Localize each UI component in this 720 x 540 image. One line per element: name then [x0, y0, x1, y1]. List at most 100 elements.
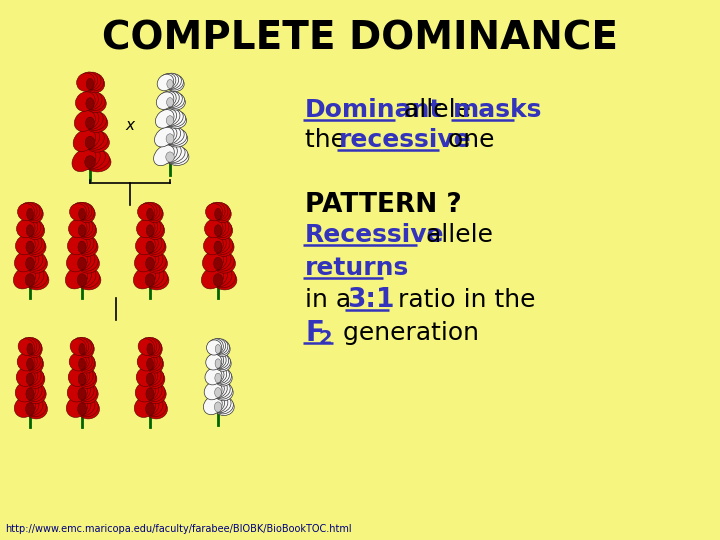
Ellipse shape [73, 395, 95, 416]
Ellipse shape [146, 225, 153, 237]
Ellipse shape [214, 221, 233, 240]
Ellipse shape [209, 381, 228, 398]
Ellipse shape [77, 399, 99, 419]
Ellipse shape [215, 225, 222, 237]
Ellipse shape [27, 358, 33, 370]
Ellipse shape [86, 117, 94, 129]
Ellipse shape [213, 204, 230, 221]
Ellipse shape [26, 339, 42, 356]
Ellipse shape [144, 235, 165, 254]
Ellipse shape [15, 235, 35, 255]
Ellipse shape [161, 91, 179, 107]
Ellipse shape [81, 110, 103, 130]
Ellipse shape [167, 79, 173, 89]
Ellipse shape [166, 93, 184, 109]
Ellipse shape [73, 234, 94, 253]
Ellipse shape [66, 267, 88, 289]
Ellipse shape [75, 202, 92, 220]
Text: PATTERN ?: PATTERN ? [305, 192, 462, 218]
Ellipse shape [23, 268, 48, 288]
Ellipse shape [135, 382, 156, 402]
Ellipse shape [143, 352, 161, 370]
Ellipse shape [215, 359, 221, 368]
Ellipse shape [17, 250, 39, 271]
Ellipse shape [145, 238, 166, 256]
Ellipse shape [166, 112, 186, 129]
Ellipse shape [214, 384, 233, 401]
Ellipse shape [202, 267, 224, 289]
Ellipse shape [208, 202, 225, 220]
Text: the: the [305, 128, 354, 152]
Ellipse shape [26, 258, 35, 269]
Ellipse shape [27, 373, 34, 385]
Text: in a: in a [305, 288, 359, 312]
Ellipse shape [25, 353, 42, 371]
Ellipse shape [138, 250, 159, 271]
Ellipse shape [22, 218, 41, 237]
Ellipse shape [78, 205, 95, 223]
Ellipse shape [18, 381, 38, 401]
Ellipse shape [205, 368, 222, 385]
Ellipse shape [27, 343, 33, 355]
Ellipse shape [205, 204, 222, 221]
Text: 3:1: 3:1 [347, 287, 395, 313]
Ellipse shape [163, 127, 184, 145]
Ellipse shape [140, 338, 157, 354]
Text: allele: allele [418, 223, 493, 247]
Ellipse shape [155, 127, 174, 147]
Ellipse shape [26, 355, 44, 373]
Ellipse shape [79, 148, 105, 169]
Ellipse shape [75, 352, 92, 370]
Ellipse shape [145, 399, 168, 419]
Ellipse shape [25, 384, 46, 403]
Ellipse shape [138, 204, 155, 221]
Ellipse shape [211, 395, 231, 413]
Text: 2: 2 [319, 329, 333, 348]
Ellipse shape [77, 219, 96, 238]
Ellipse shape [140, 202, 157, 220]
Ellipse shape [78, 370, 97, 388]
Ellipse shape [86, 94, 107, 112]
Ellipse shape [66, 396, 88, 417]
Ellipse shape [76, 268, 99, 288]
Ellipse shape [78, 241, 86, 253]
Ellipse shape [145, 368, 164, 386]
Ellipse shape [77, 254, 99, 273]
Ellipse shape [86, 75, 104, 93]
Ellipse shape [25, 204, 42, 221]
Ellipse shape [78, 373, 86, 385]
Ellipse shape [215, 373, 221, 383]
Ellipse shape [144, 382, 165, 402]
Ellipse shape [143, 202, 160, 220]
Ellipse shape [77, 110, 99, 130]
Ellipse shape [85, 156, 95, 168]
Ellipse shape [147, 208, 153, 220]
Ellipse shape [78, 403, 86, 415]
Ellipse shape [80, 129, 104, 149]
Ellipse shape [78, 208, 85, 220]
Ellipse shape [158, 144, 181, 163]
Ellipse shape [138, 339, 155, 355]
Ellipse shape [215, 340, 230, 355]
Ellipse shape [164, 147, 188, 164]
Ellipse shape [145, 270, 169, 290]
Ellipse shape [17, 219, 35, 238]
Ellipse shape [206, 234, 226, 253]
Ellipse shape [23, 202, 40, 220]
Ellipse shape [146, 340, 162, 358]
Ellipse shape [210, 367, 227, 383]
Ellipse shape [24, 368, 44, 386]
Ellipse shape [71, 218, 90, 237]
Ellipse shape [25, 274, 35, 286]
Ellipse shape [145, 274, 155, 286]
Ellipse shape [84, 131, 108, 150]
Ellipse shape [213, 254, 235, 273]
Ellipse shape [210, 234, 230, 253]
Ellipse shape [26, 241, 34, 253]
Ellipse shape [19, 352, 37, 370]
Ellipse shape [78, 238, 98, 256]
Ellipse shape [68, 368, 87, 387]
Ellipse shape [212, 381, 230, 398]
Ellipse shape [18, 339, 35, 355]
Ellipse shape [153, 145, 174, 166]
